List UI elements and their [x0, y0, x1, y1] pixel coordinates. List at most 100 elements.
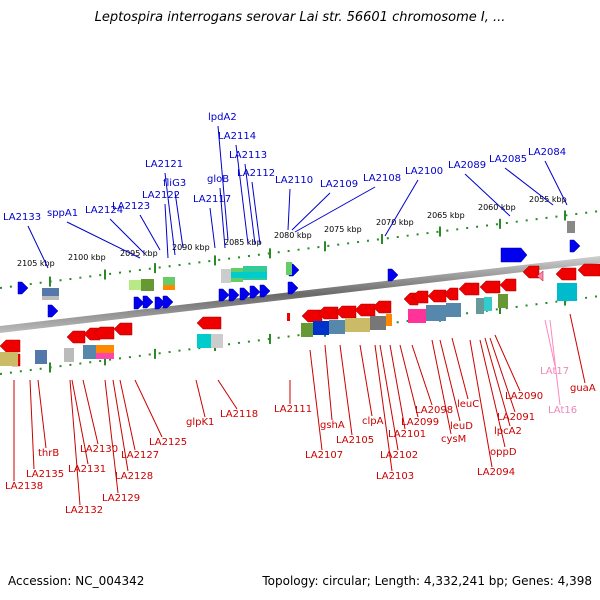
- forward-gene-arrow: [133, 296, 145, 310]
- forward-gene-arrow: [47, 304, 59, 318]
- reverse-gene-arrow: [93, 326, 115, 340]
- gene-feature-box: [64, 348, 74, 362]
- upper-scale-line: [0, 210, 600, 289]
- leader-line: [374, 344, 393, 472]
- forward-gene-label: LA2089: [448, 160, 486, 171]
- forward-gene-label: LA2084: [528, 147, 566, 158]
- reverse-gene-label: glpK1: [186, 417, 214, 428]
- forward-gene-label: LA2113: [229, 150, 267, 161]
- leader-line: [112, 379, 129, 472]
- leader-line: [464, 173, 511, 217]
- forward-gene-arrow: [569, 239, 581, 253]
- forward-gene-label: LA2100: [405, 166, 443, 177]
- leader-line: [209, 207, 216, 249]
- forward-gene-label: LA2114: [218, 131, 256, 142]
- forward-gene-arrow: [500, 247, 528, 263]
- reverse-gene-arrow: [536, 270, 544, 282]
- reverse-gene-arrow: [66, 330, 86, 344]
- leader-line: [104, 379, 119, 494]
- forward-gene-label: LA2110: [275, 175, 313, 186]
- reverse-gene-arrow: [196, 316, 222, 330]
- leader-line: [69, 379, 81, 506]
- reverse-gene-arrow: [113, 322, 133, 336]
- forward-gene-label: LA2085: [489, 154, 527, 165]
- leader-line: [484, 337, 511, 427]
- forward-gene-arrow: [142, 295, 154, 309]
- gene-feature-box: [567, 221, 575, 233]
- forward-gene-arrow: [259, 284, 271, 298]
- reverse-gene-label: LA2130: [80, 444, 118, 455]
- reverse-gene-label: LA2135: [26, 469, 64, 480]
- leader-line: [37, 379, 47, 449]
- forward-gene-arrow: [287, 281, 299, 295]
- reverse-gene-label: LA2138: [5, 481, 43, 492]
- leader-line: [174, 191, 184, 249]
- leader-line: [569, 313, 586, 384]
- reverse-gene-arrow: [317, 306, 339, 320]
- leader-line: [411, 344, 433, 406]
- forward-gene-label: LA2121: [145, 159, 183, 170]
- leader-line: [309, 349, 323, 451]
- gene-feature-box: [96, 353, 114, 359]
- reverse-gene-label: LA2118: [220, 409, 258, 420]
- gene-feature-box: [345, 318, 370, 332]
- gene-feature-box: [386, 314, 392, 326]
- leader-line: [195, 379, 206, 418]
- leader-line: [27, 225, 49, 269]
- gene-feature-box: [370, 316, 386, 330]
- reverse-gene-label: leuC: [457, 399, 479, 410]
- reverse-gene-arrow: [335, 305, 357, 319]
- gene-feature-box: [301, 323, 313, 337]
- gene-feature-box: [129, 280, 141, 290]
- reverse-gene-label: LA2128: [115, 471, 153, 482]
- reverse-gene-arrow: [372, 300, 392, 314]
- leader-line: [479, 339, 506, 448]
- leader-line: [494, 334, 521, 392]
- leader-line: [217, 379, 238, 410]
- scale-label: 2105 kbp: [17, 259, 55, 268]
- gene-feature-box: [446, 303, 461, 317]
- forward-gene-label: sppA1: [47, 208, 78, 219]
- reverse-gene-label: LA2101: [388, 429, 426, 440]
- reverse-gene-arrow: [458, 282, 480, 296]
- leader-line: [235, 144, 249, 245]
- gene-feature-box: [42, 288, 59, 296]
- leader-line: [164, 172, 176, 256]
- gene-feature-box: [408, 309, 426, 323]
- leader-line: [29, 379, 35, 470]
- forward-gene-label: LA2124: [85, 205, 123, 216]
- leader-line: [489, 337, 516, 413]
- gene-feature-box: [0, 352, 18, 366]
- reverse-gene-label: LA2107: [305, 450, 343, 461]
- reverse-gene-label: cysM: [441, 434, 466, 445]
- reverse-gene-label: LA2131: [68, 464, 106, 475]
- reverse-gene-label: LA2111: [274, 404, 312, 415]
- forward-gene-arrow: [162, 295, 174, 309]
- forward-gene-arrow: [17, 281, 29, 295]
- reverse-gene-label: guaA: [570, 383, 596, 394]
- leader-line: [399, 344, 419, 418]
- gene-feature-box: [221, 269, 231, 283]
- leader-line: [469, 339, 493, 468]
- leader-line: [324, 344, 333, 421]
- gene-feature-box: [287, 313, 290, 321]
- leader-line: [451, 337, 469, 400]
- leader-line: [384, 179, 419, 237]
- scale-label: 2095 kbp: [120, 249, 158, 258]
- reverse-gene-label: gshA: [320, 420, 345, 431]
- gene-feature-box: [163, 277, 175, 285]
- leader-line: [119, 379, 136, 451]
- scale-label: 2075 kbp: [324, 225, 362, 234]
- gene-feature-box: [286, 262, 292, 275]
- scale-label: 2090 kbp: [172, 243, 210, 252]
- reverse-gene-label: LA2102: [380, 450, 418, 461]
- forward-gene-arrow: [228, 288, 240, 302]
- forward-gene-label: fliG3: [163, 178, 186, 189]
- leader-line: [359, 344, 373, 417]
- leader-line: [134, 379, 163, 438]
- leader-line: [109, 218, 146, 255]
- reverse-gene-arrow: [499, 278, 517, 292]
- gene-feature-box: [476, 298, 484, 314]
- reverse-gene-arrow: [0, 339, 21, 353]
